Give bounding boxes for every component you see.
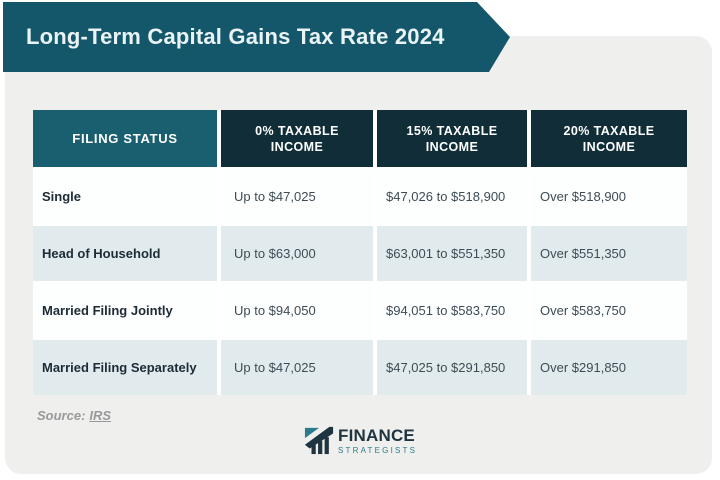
header-cell-20-percent: 20% TAXABLE INCOME (531, 110, 687, 167)
source-link[interactable]: IRS (89, 408, 112, 423)
header-cell-filing-status: FILING STATUS (33, 110, 217, 167)
table-cell-0-percent: Up to $94,050 (221, 283, 373, 338)
table-cell-0-percent: Up to $47,025 (221, 169, 373, 224)
table-cell-20-percent: Over $291,850 (531, 340, 687, 395)
table-cell-15-percent: $47,026 to $518,900 (377, 169, 527, 224)
table-cell-20-percent: Over $583,750 (531, 283, 687, 338)
table-cell-20-percent: Over $518,900 (531, 169, 687, 224)
header-label: FILING STATUS (72, 130, 178, 146)
table-cell-filing-status: Head of Household (33, 226, 217, 281)
table-cell-15-percent: $47,025 to $291,850 (377, 340, 527, 395)
header-label-line1: 15% TAXABLE (406, 123, 498, 138)
logo-name: FINANCE (338, 426, 415, 445)
title-banner: Long-Term Capital Gains Tax Rate 2024 (3, 2, 510, 72)
header-label-line2: INCOME (425, 139, 479, 154)
table-cell-filing-status: Single (33, 169, 217, 224)
tax-rate-table: FILING STATUS 0% TAXABLE INCOME 15% TAXA… (33, 110, 687, 395)
header-label-line1: 20% TAXABLE (563, 123, 655, 138)
table-cell-15-percent: $63,001 to $551,350 (377, 226, 527, 281)
page-title: Long-Term Capital Gains Tax Rate 2024 (26, 24, 445, 49)
table-cell-0-percent: Up to $63,000 (221, 226, 373, 281)
header-label-line1: 0% TAXABLE (255, 123, 339, 138)
header-cell-15-percent: 15% TAXABLE INCOME (377, 110, 527, 167)
header-label-line2: INCOME (582, 139, 636, 154)
table-cell-0-percent: Up to $47,025 (221, 340, 373, 395)
bar-chart-logo-icon (304, 425, 334, 460)
source-attribution: Source: IRS (37, 408, 111, 423)
table-cell-filing-status: Married Filing Jointly (33, 283, 217, 338)
finance-strategists-logo: FINANCE STRATEGISTS (304, 425, 417, 460)
table-cell-filing-status: Married Filing Separately (33, 340, 217, 395)
logo-subname: STRATEGISTS (338, 446, 418, 455)
source-label: Source: (37, 408, 86, 423)
logo-wordmark: FINANCE STRATEGISTS (338, 426, 418, 455)
table-cell-20-percent: Over $551,350 (531, 226, 687, 281)
header-cell-0-percent: 0% TAXABLE INCOME (221, 110, 373, 167)
table-cell-15-percent: $94,051 to $583,750 (377, 283, 527, 338)
header-label-line2: INCOME (270, 139, 324, 154)
